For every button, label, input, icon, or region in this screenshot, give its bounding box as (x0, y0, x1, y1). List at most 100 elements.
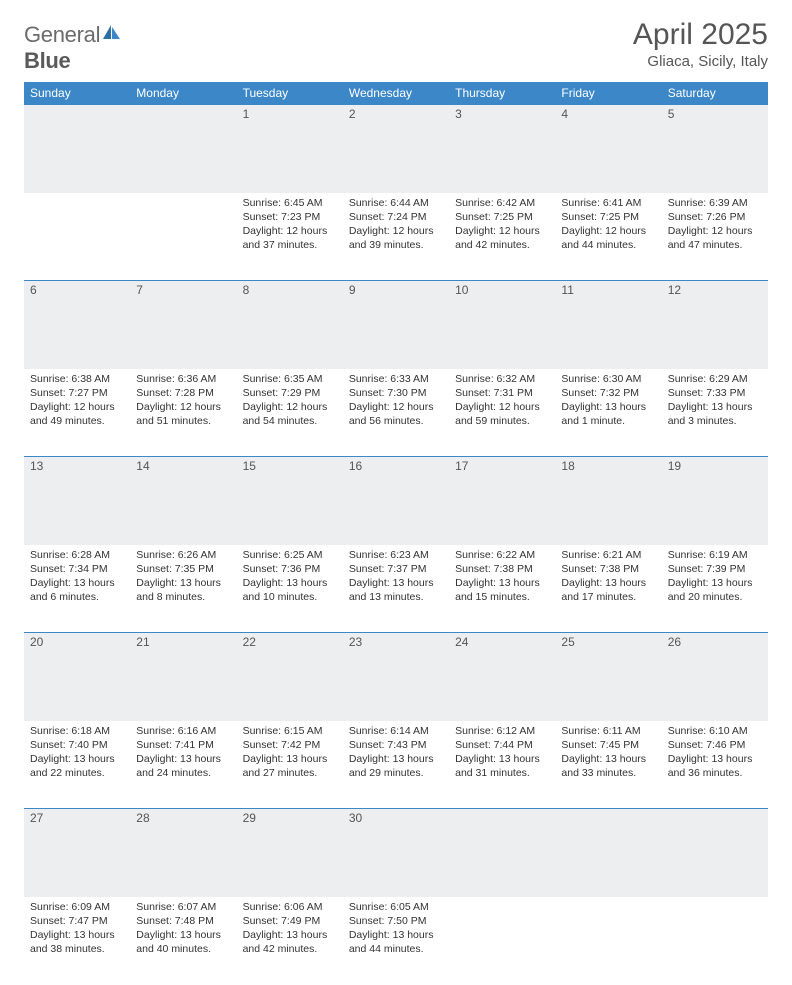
day-number: 1 (237, 105, 343, 123)
daynum-cell: 19 (662, 457, 768, 545)
daylight-text: and 6 minutes. (30, 590, 124, 604)
sunset-text: Sunset: 7:27 PM (30, 386, 124, 400)
sail-icon (102, 22, 122, 47)
sunset-text: Sunset: 7:48 PM (136, 914, 230, 928)
daynum-cell: 15 (237, 457, 343, 545)
title-block: April 2025 Gliaca, Sicily, Italy (633, 18, 768, 70)
sunrise-text: Sunrise: 6:15 AM (243, 724, 337, 738)
daylight-text: Daylight: 13 hours (30, 752, 124, 766)
day-number: 18 (555, 457, 661, 475)
day-cell: Sunrise: 6:19 AMSunset: 7:39 PMDaylight:… (662, 545, 768, 633)
day-cell: Sunrise: 6:29 AMSunset: 7:33 PMDaylight:… (662, 369, 768, 457)
daynum-cell: 26 (662, 633, 768, 721)
day-cell: Sunrise: 6:45 AMSunset: 7:23 PMDaylight:… (237, 193, 343, 281)
day-cell: Sunrise: 6:44 AMSunset: 7:24 PMDaylight:… (343, 193, 449, 281)
daylight-text: and 38 minutes. (30, 942, 124, 956)
day-content: Sunrise: 6:11 AMSunset: 7:45 PMDaylight:… (555, 721, 661, 787)
weekday-header: Friday (555, 82, 661, 105)
month-title: April 2025 (633, 18, 768, 51)
day-cell: Sunrise: 6:21 AMSunset: 7:38 PMDaylight:… (555, 545, 661, 633)
sunset-text: Sunset: 7:29 PM (243, 386, 337, 400)
day-cell: Sunrise: 6:23 AMSunset: 7:37 PMDaylight:… (343, 545, 449, 633)
day-number: 15 (237, 457, 343, 475)
daylight-text: Daylight: 12 hours (243, 400, 337, 414)
day-cell: Sunrise: 6:18 AMSunset: 7:40 PMDaylight:… (24, 721, 130, 809)
sunset-text: Sunset: 7:41 PM (136, 738, 230, 752)
weekday-header: Sunday (24, 82, 130, 105)
day-cell: Sunrise: 6:06 AMSunset: 7:49 PMDaylight:… (237, 897, 343, 985)
daylight-text: and 20 minutes. (668, 590, 762, 604)
day-content: Sunrise: 6:35 AMSunset: 7:29 PMDaylight:… (237, 369, 343, 435)
daylight-text: Daylight: 13 hours (668, 752, 762, 766)
sunset-text: Sunset: 7:42 PM (243, 738, 337, 752)
day-number: 13 (24, 457, 130, 475)
day-content: Sunrise: 6:05 AMSunset: 7:50 PMDaylight:… (343, 897, 449, 963)
daylight-text: Daylight: 13 hours (243, 576, 337, 590)
sunrise-text: Sunrise: 6:41 AM (561, 196, 655, 210)
brand-logo: General Blue (24, 22, 122, 74)
day-content: Sunrise: 6:42 AMSunset: 7:25 PMDaylight:… (449, 193, 555, 259)
day-content: Sunrise: 6:33 AMSunset: 7:30 PMDaylight:… (343, 369, 449, 435)
daylight-text: Daylight: 12 hours (243, 224, 337, 238)
daylight-text: and 47 minutes. (668, 238, 762, 252)
daynum-cell: 30 (343, 809, 449, 897)
day-cell: Sunrise: 6:38 AMSunset: 7:27 PMDaylight:… (24, 369, 130, 457)
daynum-cell: 16 (343, 457, 449, 545)
day-number: 14 (130, 457, 236, 475)
sunset-text: Sunset: 7:50 PM (349, 914, 443, 928)
sunrise-text: Sunrise: 6:30 AM (561, 372, 655, 386)
daylight-text: Daylight: 13 hours (455, 576, 549, 590)
day-cell: Sunrise: 6:35 AMSunset: 7:29 PMDaylight:… (237, 369, 343, 457)
daynum-cell (662, 809, 768, 897)
content-row: Sunrise: 6:09 AMSunset: 7:47 PMDaylight:… (24, 897, 768, 985)
sunset-text: Sunset: 7:40 PM (30, 738, 124, 752)
day-content: Sunrise: 6:12 AMSunset: 7:44 PMDaylight:… (449, 721, 555, 787)
daylight-text: and 39 minutes. (349, 238, 443, 252)
daynum-row: 20212223242526 (24, 633, 768, 721)
daylight-text: Daylight: 12 hours (136, 400, 230, 414)
sunset-text: Sunset: 7:38 PM (561, 562, 655, 576)
day-number: 22 (237, 633, 343, 651)
day-number: 8 (237, 281, 343, 299)
sunrise-text: Sunrise: 6:19 AM (668, 548, 762, 562)
daynum-cell (449, 809, 555, 897)
day-content: Sunrise: 6:19 AMSunset: 7:39 PMDaylight:… (662, 545, 768, 611)
daylight-text: and 8 minutes. (136, 590, 230, 604)
day-content: Sunrise: 6:38 AMSunset: 7:27 PMDaylight:… (24, 369, 130, 435)
weekday-header-row: Sunday Monday Tuesday Wednesday Thursday… (24, 82, 768, 105)
day-content: Sunrise: 6:30 AMSunset: 7:32 PMDaylight:… (555, 369, 661, 435)
day-number: 26 (662, 633, 768, 651)
daynum-cell: 28 (130, 809, 236, 897)
daynum-cell: 8 (237, 281, 343, 369)
daylight-text: Daylight: 13 hours (349, 576, 443, 590)
daynum-row: 27282930 (24, 809, 768, 897)
day-cell: Sunrise: 6:15 AMSunset: 7:42 PMDaylight:… (237, 721, 343, 809)
sunset-text: Sunset: 7:35 PM (136, 562, 230, 576)
daylight-text: and 59 minutes. (455, 414, 549, 428)
weekday-header: Wednesday (343, 82, 449, 105)
day-number: 19 (662, 457, 768, 475)
daynum-row: 6789101112 (24, 281, 768, 369)
day-cell (449, 897, 555, 985)
day-content: Sunrise: 6:09 AMSunset: 7:47 PMDaylight:… (24, 897, 130, 963)
sunset-text: Sunset: 7:49 PM (243, 914, 337, 928)
daylight-text: Daylight: 12 hours (30, 400, 124, 414)
daynum-cell: 9 (343, 281, 449, 369)
daynum-cell (130, 105, 236, 193)
day-number: 5 (662, 105, 768, 123)
day-number: 9 (343, 281, 449, 299)
sunrise-text: Sunrise: 6:07 AM (136, 900, 230, 914)
day-content: Sunrise: 6:45 AMSunset: 7:23 PMDaylight:… (237, 193, 343, 259)
sunrise-text: Sunrise: 6:14 AM (349, 724, 443, 738)
daylight-text: and 13 minutes. (349, 590, 443, 604)
day-content: Sunrise: 6:07 AMSunset: 7:48 PMDaylight:… (130, 897, 236, 963)
daylight-text: Daylight: 12 hours (561, 224, 655, 238)
day-content: Sunrise: 6:18 AMSunset: 7:40 PMDaylight:… (24, 721, 130, 787)
day-number: 3 (449, 105, 555, 123)
day-content: Sunrise: 6:36 AMSunset: 7:28 PMDaylight:… (130, 369, 236, 435)
daynum-cell: 1 (237, 105, 343, 193)
day-cell (130, 193, 236, 281)
sunrise-text: Sunrise: 6:06 AM (243, 900, 337, 914)
daylight-text: Daylight: 13 hours (30, 928, 124, 942)
daylight-text: and 17 minutes. (561, 590, 655, 604)
